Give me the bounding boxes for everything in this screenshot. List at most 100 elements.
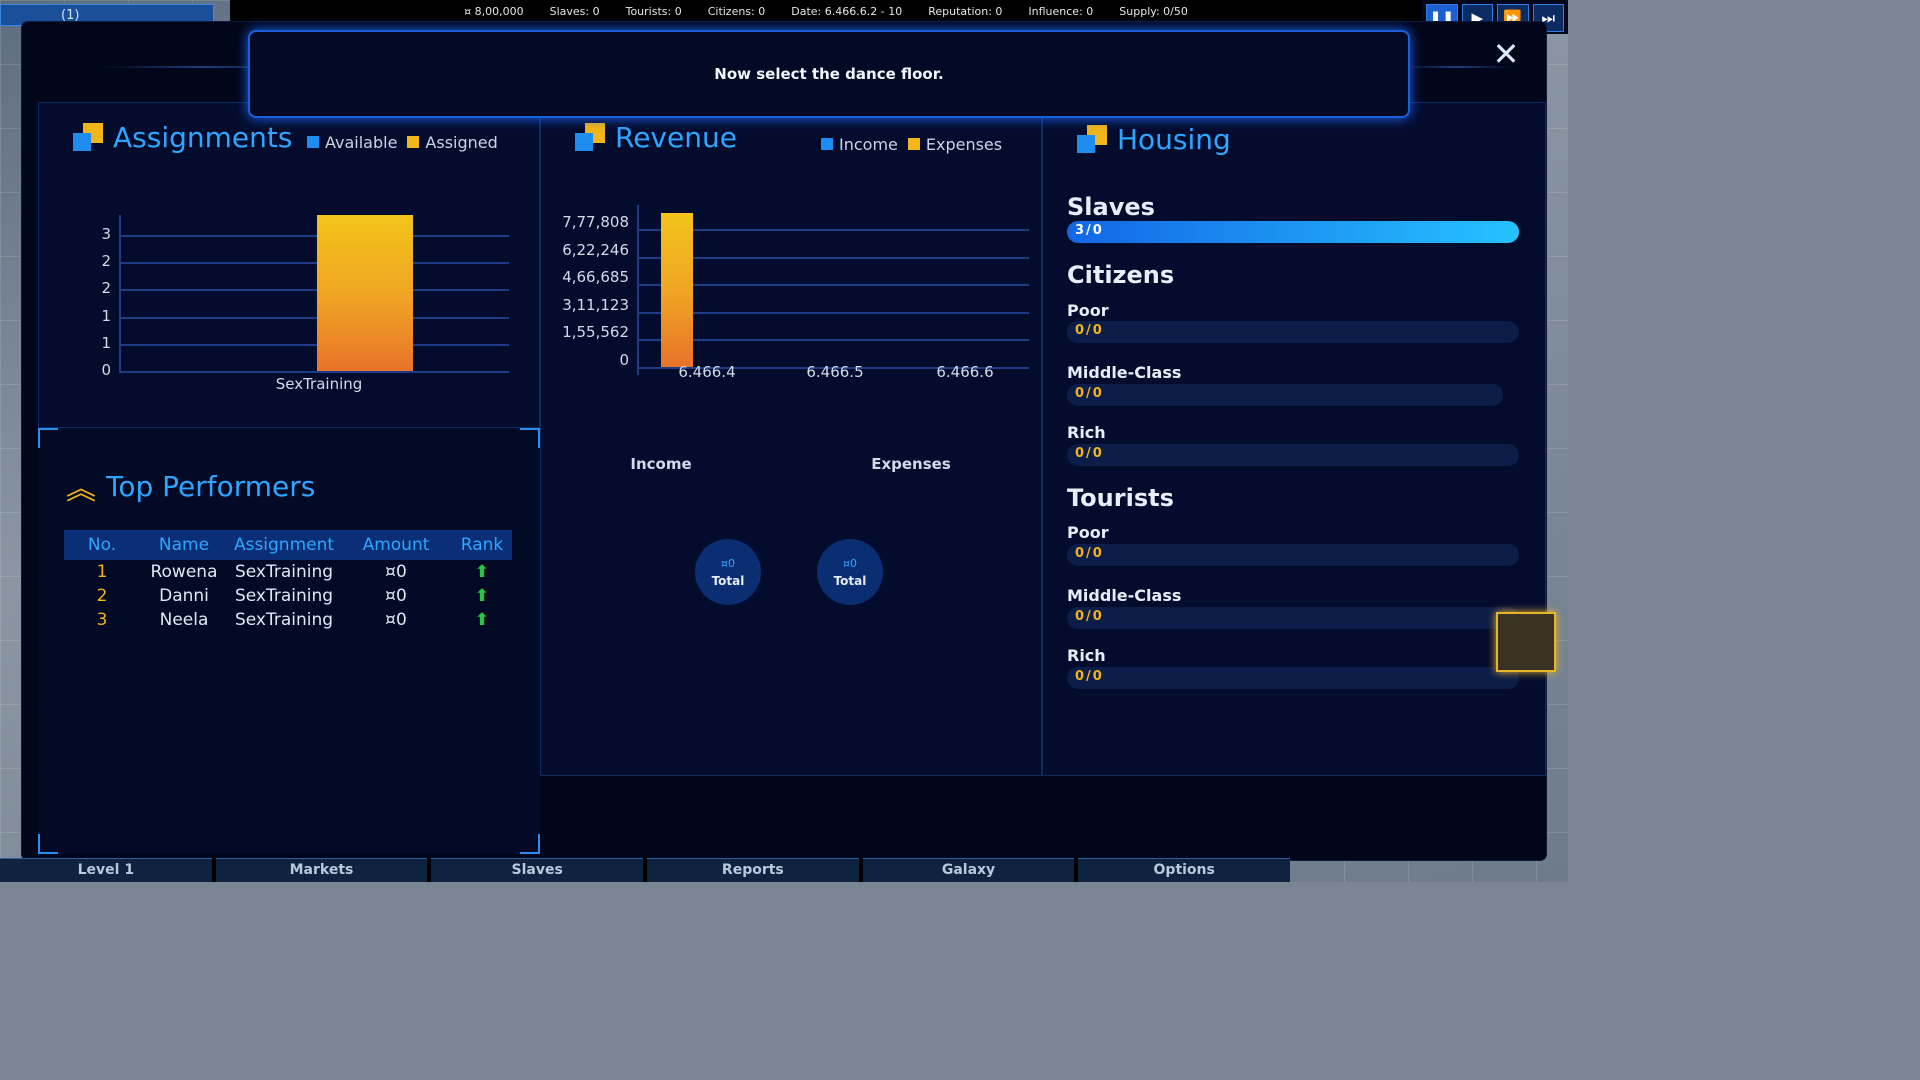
status-bar: ¤ 8,00,000 Slaves: 0 Tourists: 0 Citizen…: [230, 0, 1422, 22]
assignments-legend: Available Assigned: [307, 133, 498, 152]
tourists-poor-bar: 0/0: [1067, 544, 1519, 566]
legend-income: Income: [821, 135, 898, 154]
performer-name: Danni: [159, 586, 209, 606]
performer-name: Rowena: [150, 562, 218, 582]
revenue-y-tick: 0: [619, 351, 629, 369]
citizens-rich-bar: 0/0: [1067, 444, 1519, 466]
income-total-circle: ¤0 Total: [695, 539, 761, 605]
gridline: [637, 339, 1029, 342]
instruction-text: Now select the dance floor.: [714, 65, 944, 83]
rank-chevron-icon: ︽: [66, 472, 96, 507]
gridline: [637, 367, 1029, 369]
citizens-rich-label: Rich: [1067, 423, 1106, 442]
assignments-y-tick: 0: [101, 361, 111, 379]
citizens-middle-bar: 0/0: [1067, 384, 1503, 406]
tourists-count: Tourists: 0: [625, 4, 682, 18]
gridline: [637, 311, 1029, 314]
panel-logo-icon: [575, 122, 605, 153]
tab-reports[interactable]: Reports: [647, 858, 859, 882]
rank-number: 2: [96, 586, 108, 606]
tab-level[interactable]: Level 1: [0, 858, 212, 882]
top-performers-panel: ︽ Top Performers: [38, 428, 540, 854]
assignments-x-tick: SexTraining: [275, 375, 363, 393]
revenue-y-tick: 3,11,123: [562, 295, 629, 314]
slaves-capacity-bar: 3/0: [1067, 221, 1519, 243]
revenue-x-tick: 6.466.4: [678, 363, 736, 381]
citizens-middle-label: Middle-Class: [1067, 363, 1182, 382]
frame-corner: [38, 834, 58, 854]
revenue-title: Revenue: [575, 121, 737, 154]
tab-slaves[interactable]: Slaves: [431, 858, 644, 882]
assigned-bar: [317, 215, 413, 371]
tourists-middle-label: Middle-Class: [1067, 586, 1182, 605]
housing-panel: Housing Slaves 3/0 Citizens Poor 0/0 Mid…: [1042, 102, 1546, 776]
expenses-label: Expenses: [871, 455, 951, 473]
panel-logo-icon: [73, 122, 103, 153]
tab-galaxy[interactable]: Galaxy: [862, 858, 1075, 882]
revenue-y-tick: 1,55,562: [562, 323, 629, 342]
performer-amount: ¤0: [385, 610, 407, 630]
slaves-capacity-value: 3/0: [1075, 223, 1104, 238]
table-row[interactable]: 2 Danni SexTraining ¤0 ⬆: [64, 584, 512, 608]
tourists-poor-value: 0/0: [1075, 546, 1104, 561]
reputation-readout: Reputation: 0: [928, 4, 1003, 18]
col-amount: Amount: [362, 535, 430, 555]
assignments-y-tick: 3: [101, 225, 111, 243]
rank-up-arrow-icon: ⬆: [474, 562, 490, 582]
citizens-middle-value: 0/0: [1075, 386, 1104, 401]
performer-assignment: SexTraining: [234, 586, 334, 606]
col-rank: Rank: [460, 535, 504, 555]
tab-options[interactable]: Options: [1078, 858, 1291, 882]
expenses-bar: [661, 213, 693, 367]
income-label: Income: [630, 455, 692, 473]
top-performers-table: No. Name Assignment Amount Rank 1 Rowena S…: [64, 530, 512, 632]
gridline: [119, 262, 509, 265]
assignments-panel: Assignments Available Assigned 3 2 2 1 1 0 Se…: [38, 102, 540, 428]
gridline: [119, 371, 509, 373]
assignments-y-tick: 1: [101, 306, 111, 325]
citizens-heading: Citizens: [1067, 261, 1175, 289]
tourists-poor-label: Poor: [1067, 523, 1109, 542]
col-assignment: Assignment: [233, 535, 335, 555]
y-axis-line: [637, 205, 639, 375]
slaves-count: Slaves: 0: [549, 4, 600, 18]
performer-amount: ¤0: [385, 586, 407, 606]
gridline: [119, 289, 509, 292]
expenses-total-value: ¤0: [843, 556, 857, 570]
gridline: [119, 235, 509, 237]
reports-window: ✕ Assignments Available Assigned 3 2 2 1 1 0 …: [22, 22, 1556, 860]
legend-assigned: Assigned: [407, 133, 498, 152]
assignments-y-tick: 2: [101, 279, 111, 298]
top-performers-title: ︽ Top Performers: [66, 464, 315, 508]
col-no: No.: [87, 535, 117, 555]
table-row[interactable]: 3 Neela SexTraining ¤0 ⬆: [64, 608, 512, 632]
citizens-poor-bar: 0/0: [1067, 321, 1519, 343]
revenue-x-tick: 6.466.6: [936, 363, 994, 381]
selection-slot[interactable]: [1496, 612, 1556, 672]
revenue-panel: Revenue Income Expenses 7,77,808 6,22,246…: [540, 102, 1042, 776]
citizens-rich-value: 0/0: [1075, 446, 1104, 461]
tourists-rich-bar: 0/0: [1067, 667, 1519, 689]
table-row[interactable]: 1 Rowena SexTraining ¤0 ⬆: [64, 560, 512, 584]
performer-name: Neela: [159, 610, 209, 630]
tourists-middle-value: 0/0: [1075, 609, 1104, 624]
rank-up-arrow-icon: ⬆: [474, 610, 490, 630]
decor-line: [102, 66, 302, 68]
income-total-label: Total: [711, 573, 745, 588]
bottom-nav: Level 1 Markets Slaves Reports Galaxy Op…: [0, 858, 1291, 882]
performer-assignment: SexTraining: [234, 610, 334, 630]
close-icon[interactable]: ✕: [1492, 35, 1520, 73]
instruction-banner: Now select the dance floor.: [248, 30, 1410, 118]
frame-corner: [38, 428, 58, 448]
frame-corner: [520, 834, 540, 854]
tourists-rich-value: 0/0: [1075, 669, 1104, 684]
legend-available: Available: [307, 133, 397, 152]
slaves-heading: Slaves: [1067, 193, 1155, 221]
influence-readout: Influence: 0: [1028, 4, 1094, 18]
assignments-y-tick: 1: [101, 333, 111, 352]
decor-line: [1402, 66, 1512, 68]
panel-logo-icon: [1077, 124, 1107, 155]
tab-markets[interactable]: Markets: [215, 858, 428, 882]
performer-amount: ¤0: [385, 562, 407, 582]
citizens-count: Citizens: 0: [707, 4, 766, 18]
